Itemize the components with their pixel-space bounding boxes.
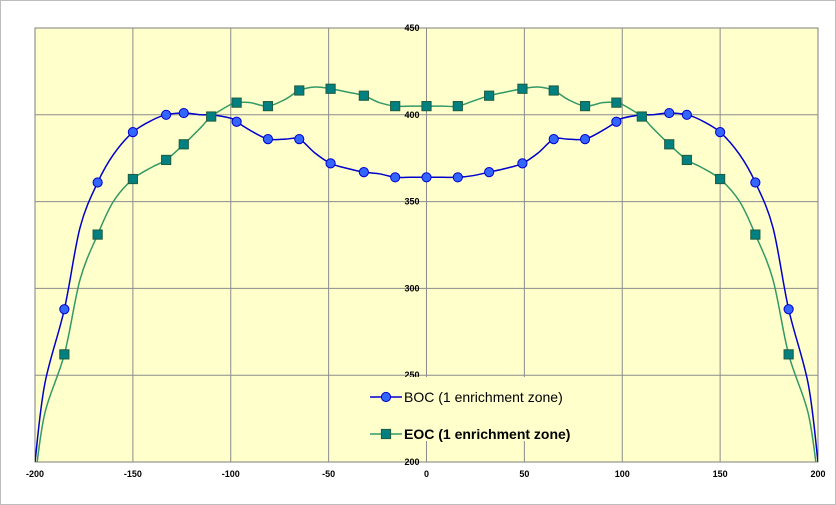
legend: BOC (1 enrichment zone) EOC (1 enrichment…	[370, 389, 570, 442]
y-axis-tick-labels: 200 250 300 350 400 450	[404, 23, 419, 467]
boc-data-point	[548, 134, 559, 145]
eoc-data-point	[548, 85, 559, 96]
eoc-data-point	[517, 83, 528, 94]
eoc-data-point	[92, 229, 103, 240]
boc-data-point	[421, 172, 432, 183]
x-tick-label: 150	[713, 469, 728, 479]
x-tick-label: -150	[124, 469, 142, 479]
boc-data-point	[294, 134, 305, 145]
eoc-data-point	[664, 139, 675, 150]
y-tick-label: 400	[404, 110, 419, 120]
eoc-data-point	[715, 173, 726, 185]
y-tick-label: 350	[404, 197, 419, 207]
boc-data-point	[783, 304, 794, 315]
boc-data-point	[390, 172, 401, 183]
y-tick-label: 450	[404, 23, 419, 33]
boc-data-point	[127, 127, 138, 138]
series-markers	[59, 83, 794, 360]
eoc-data-point	[681, 154, 692, 166]
eoc-data-point	[783, 349, 794, 360]
boc-data-point	[358, 166, 369, 178]
boc-data-point	[231, 116, 242, 127]
eoc-data-point	[750, 229, 761, 240]
eoc-data-point	[161, 154, 172, 166]
boc-data-point	[517, 158, 528, 169]
legend-marker	[380, 391, 392, 403]
legend-marker	[380, 428, 392, 440]
eoc-data-point	[127, 173, 138, 185]
eoc-data-point	[611, 97, 622, 108]
boc-data-point	[579, 134, 591, 145]
x-tick-label: 50	[519, 469, 529, 479]
eoc-data-point	[636, 111, 647, 122]
x-tick-label: 0	[424, 469, 429, 479]
boc-data-point	[611, 116, 622, 127]
legend-label: BOC (1 enrichment zone)	[404, 389, 563, 405]
boc-data-point	[664, 107, 675, 119]
eoc-data-point	[452, 101, 463, 112]
eoc-data-point	[231, 97, 242, 108]
y-tick-label: 300	[404, 283, 419, 293]
eoc-data-point	[59, 349, 70, 360]
boc-data-point	[750, 177, 761, 188]
boc-data-point	[161, 109, 172, 120]
boc-data-point	[484, 166, 495, 178]
boc-data-point	[325, 158, 336, 169]
eoc-data-point	[358, 90, 369, 101]
boc-data-point	[178, 107, 189, 119]
boc-data-point	[92, 177, 103, 188]
boc-data-point	[452, 172, 463, 183]
x-tick-label: 100	[615, 469, 630, 479]
y-tick-label: 250	[404, 370, 419, 380]
eoc-data-point	[178, 139, 189, 150]
x-tick-label: 200	[810, 469, 825, 479]
x-tick-label: -200	[26, 469, 44, 479]
x-tick-label: -100	[222, 469, 240, 479]
eoc-data-point	[390, 101, 401, 112]
eoc-data-point	[579, 101, 591, 112]
boc-data-point	[262, 134, 274, 145]
eoc-data-point	[325, 83, 336, 94]
eoc-data-point	[421, 101, 432, 112]
eoc-data-point	[262, 101, 274, 112]
legend-background	[366, 377, 604, 441]
x-tick-label: -50	[322, 469, 335, 479]
boc-data-point	[681, 109, 692, 120]
eoc-data-point	[294, 85, 305, 96]
legend-label: EOC (1 enrichment zone)	[404, 426, 570, 442]
boc-data-point	[59, 304, 70, 315]
eoc-data-point	[484, 90, 495, 101]
x-axis-tick-labels: -200 -150 -100 -50 0 50 100 150 200	[26, 469, 826, 479]
boc-data-point	[715, 127, 726, 138]
eoc-data-point	[206, 111, 217, 122]
y-tick-label: 200	[404, 457, 419, 467]
